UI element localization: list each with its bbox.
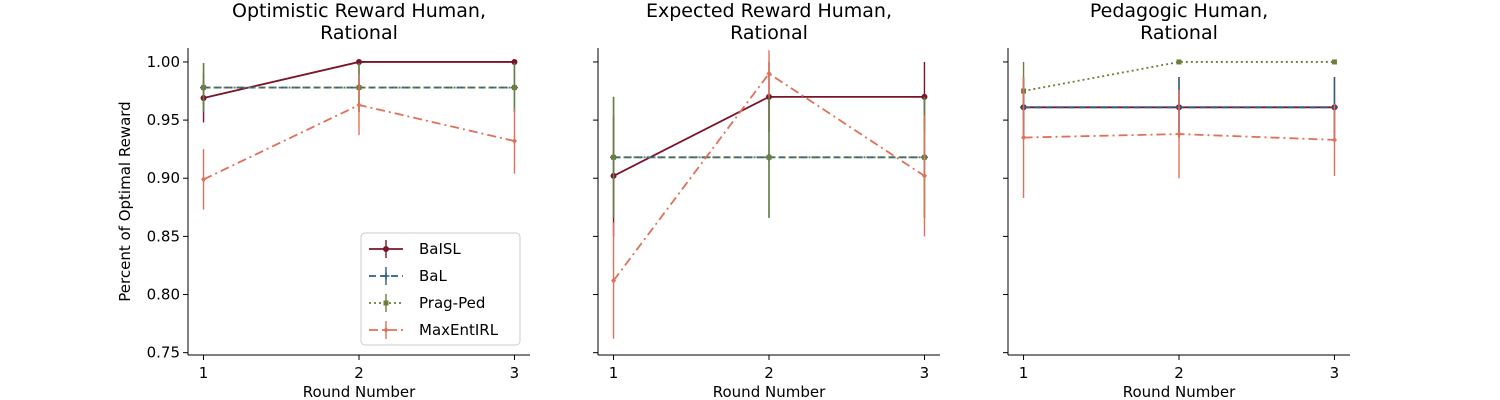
y-tick-label: 0.80 <box>147 286 180 304</box>
chart-title-line: Rational <box>320 22 398 44</box>
legend-label: BaL <box>419 267 447 285</box>
x-tick-label: 2 <box>764 364 774 382</box>
chart-title: Pedagogic Human, Rational <box>1090 0 1268 44</box>
x-tick-label: 1 <box>609 364 619 382</box>
data-point <box>766 70 772 77</box>
chart-title: Optimistic Reward Human, Rational <box>232 0 486 44</box>
series-maxentirl <box>1021 77 1337 199</box>
legend-marker <box>382 272 390 280</box>
data-point <box>1331 136 1337 143</box>
data-point <box>611 154 617 160</box>
chart-title-line: Optimistic Reward Human, <box>232 0 486 22</box>
legend-label: MaxEntIRL <box>419 321 499 339</box>
legend-label: BaISL <box>419 240 461 258</box>
data-point <box>1021 134 1027 141</box>
chart-title-line: Rational <box>1140 22 1218 44</box>
y-tick-label: 0.75 <box>147 344 180 362</box>
legend-entry-maxentirl: MaxEntIRL <box>369 321 499 339</box>
y-tick-label: 0.95 <box>147 111 180 129</box>
legend-label: Prag-Ped <box>419 294 485 312</box>
chart-title-line: Pedagogic Human, <box>1090 0 1268 22</box>
chart-title-line: Expected Reward Human, <box>646 0 892 22</box>
x-tick-label: 3 <box>510 364 520 382</box>
data-point <box>511 85 517 91</box>
data-point <box>356 58 362 65</box>
legend-marker <box>383 246 389 252</box>
chart-title-line: Rational <box>730 22 808 44</box>
data-point <box>511 58 518 65</box>
series-maxentirl <box>201 74 517 210</box>
legend-entry-baisl: BaISL <box>369 240 461 258</box>
legend-entry-bal: BaL <box>369 267 447 285</box>
legend-marker <box>383 327 389 333</box>
x-axis-label: Round Number <box>303 383 416 400</box>
panel-1: 1 2 3 0.75 0.80 0.85 0.90 0.95 1.00 Optimistic Re… <box>116 0 530 400</box>
legend: BaISL BaL Prag-Ped MaxEntIRL <box>360 232 521 346</box>
x-tick-label: 1 <box>1019 364 1029 382</box>
legend-marker <box>383 300 389 306</box>
chart-title: Expected Reward Human, Rational <box>646 0 892 44</box>
legend-frame <box>360 232 521 346</box>
data-point <box>1176 131 1182 138</box>
series-line <box>1023 61 1335 92</box>
panel-3: 1 2 3 Pedagogic Human, Rational Round Number <box>1003 0 1350 400</box>
legend-entry-prag-ped: Prag-Ped <box>369 294 485 312</box>
data-point <box>611 277 617 284</box>
x-tick-label: 3 <box>1330 364 1340 382</box>
x-tick-label: 2 <box>1174 364 1184 382</box>
data-point <box>201 176 207 183</box>
data-point <box>511 138 517 145</box>
x-tick-label: 3 <box>920 364 930 382</box>
series-maxentirl <box>611 50 927 339</box>
y-tick-label: 0.90 <box>147 169 180 187</box>
x-tick-label: 1 <box>199 364 209 382</box>
data-point <box>921 172 927 179</box>
y-tick-label: 1.00 <box>147 53 180 71</box>
x-axis-label: Round Number <box>713 383 826 400</box>
x-tick-label: 2 <box>354 364 364 382</box>
panel-2: 1 2 3 Expected Reward Human, Rational Round N… <box>593 0 940 400</box>
data-point <box>766 154 772 160</box>
data-point <box>1176 59 1182 65</box>
y-tick-label: 0.85 <box>147 227 180 245</box>
series-line <box>612 72 925 282</box>
y-axis-label: Percent of Optimal Reward <box>116 101 134 301</box>
data-point <box>201 85 207 91</box>
data-point <box>1331 59 1337 65</box>
data-point <box>356 101 362 108</box>
x-axis-label: Round Number <box>1123 383 1236 400</box>
